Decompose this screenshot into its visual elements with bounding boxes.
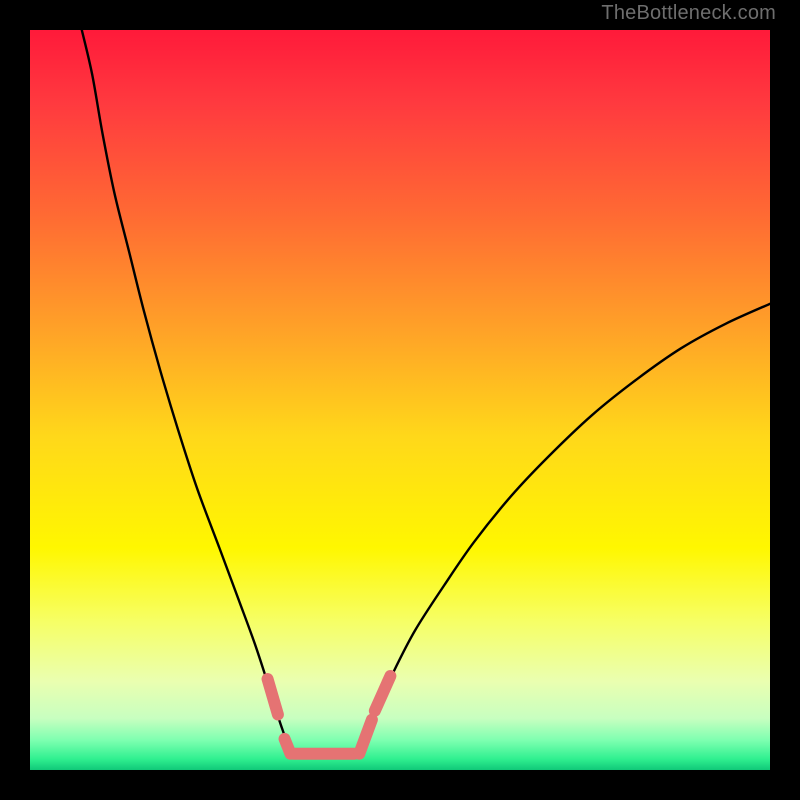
bottleneck-chart	[0, 0, 800, 800]
watermark-text: TheBottleneck.com	[601, 2, 776, 25]
chart-container: TheBottleneck.com	[0, 0, 800, 800]
